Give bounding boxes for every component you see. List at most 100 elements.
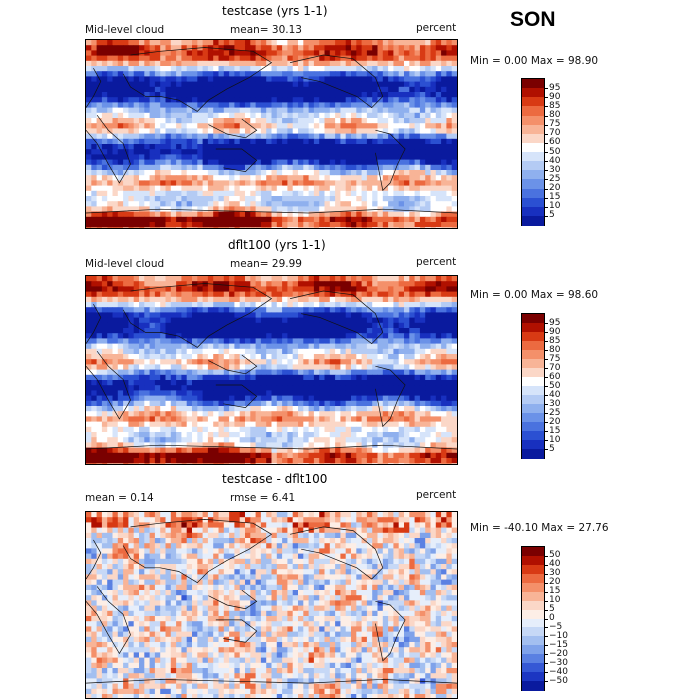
colorbar-tick [544,449,548,450]
colorbar-swatch [522,106,544,116]
colorbar-tick [544,627,548,629]
colorbar-swatch [522,188,544,199]
colorbar-swatch [522,440,544,450]
colorbar-tick-label: 5 [549,443,555,454]
colorbar-swatch [522,600,544,611]
colorbar-swatch [522,179,544,189]
colorbar-tick [544,555,548,557]
colorbar-tick [544,97,548,99]
min-max-label: Min = 0.00 Max = 98.60 [470,289,599,301]
colorbar-tick-label: −40 [549,666,568,677]
colorbar-tick [544,170,548,172]
contour-map-svg [86,276,457,464]
mean-label: mean= 30.13 [230,24,302,36]
colorbar-swatch [522,573,544,584]
colorbar-tick [544,161,548,163]
colorbar-tick [544,359,548,360]
colorbar-tick [544,422,548,423]
colorbar-tick-label: 50 [549,146,561,157]
colorbar-swatch [522,618,544,628]
colorbar-swatch [522,133,544,144]
colorbar-tick [544,672,548,674]
colorbar-swatch [522,609,544,619]
colorbar-tick [544,115,548,117]
colorbar-tick-label: 95 [549,82,561,93]
colorbar-swatch [522,161,544,171]
rmse-label: rmse = 6.41 [230,492,296,504]
colorbar-tick [544,573,548,575]
colorbar-tick-label: −50 [549,675,568,686]
colorbar-tick-label: 80 [549,110,561,120]
colorbar-tick [544,654,548,656]
colorbar-tick [544,88,548,90]
colorbar-tick [544,600,548,602]
colorbar-tick [544,591,548,593]
colorbar-tick [544,386,548,387]
colorbar-tick-label: 80 [549,344,561,355]
colorbar-swatch [522,142,544,153]
colorbar-tick [544,323,548,324]
mean-label: mean= 29.99 [230,258,302,270]
units-label: percent [416,489,457,501]
colorbar-tick [544,341,548,342]
colorbar-swatch [522,206,544,217]
colorbar-tick-label: 15 [549,192,561,203]
colorbar-swatch [522,115,544,126]
colorbar-tick-label: 40 [549,389,561,400]
min-max-label: Min = 0.00 Max = 98.90 [470,55,599,67]
colorbar-tick [544,564,548,566]
colorbar-tick [544,636,548,638]
colorbar-swatch [522,431,544,441]
colorbar-tick [544,188,548,190]
colorbar-tick [544,404,548,405]
colorbar: 50 40 30 20 15 10 5 0 −5 −10 −15 −20 −30 −40 −50 [521,546,568,691]
colorbar-tick [544,681,548,683]
colorbar-tick-label: 70 [549,128,561,139]
contour-fill [86,512,457,698]
colorbar-tick [544,582,548,584]
colorbar-tick-label: −5 [549,621,563,632]
colorbar-tick-label: 60 [549,137,561,148]
colorbar-swatch [522,627,544,637]
contour-map-svg [86,40,457,228]
colorbar-swatch [522,663,544,673]
colorbar-tick [544,609,548,611]
panel-title: testcase - dflt100 [222,472,328,486]
panel-title: testcase (yrs 1-1) [222,4,328,18]
contour-map [85,511,458,699]
contour-fill [86,276,457,464]
colorbar-tick-label: 0 [549,613,555,623]
min-max-label: Min = -40.10 Max = 27.76 [470,522,609,534]
colorbar-swatch [522,88,544,98]
colorbar-swatch [522,413,544,423]
colorbar-swatch [522,79,544,89]
colorbar-tick [544,395,548,396]
colorbar-tick-label: 50 [549,380,561,391]
colorbar-tick-label: 70 [549,362,561,373]
season-label: SON [510,8,556,31]
colorbar-tick-label: 85 [549,100,561,111]
colorbar-tick [544,413,548,414]
colorbar-tick-label: 25 [549,407,561,418]
colorbar-tick-label: 25 [549,173,561,184]
colorbar-tick-label: 20 [549,183,561,193]
colorbar-swatch [522,654,544,664]
colorbar-tick [544,197,548,199]
colorbar-tick-label: 5 [549,604,555,615]
colorbar-swatch [522,449,544,459]
colorbar-tick-label: 75 [549,119,561,130]
colorbar-swatch [522,591,544,602]
colorbar-tick [544,332,548,333]
colorbar-tick [544,645,548,647]
colorbar-tick-label: −30 [549,657,568,668]
colorbar-tick [544,350,548,351]
colorbar-swatch [522,323,544,333]
colorbar-tick-label: 90 [549,326,561,337]
colorbar-tick-label: 10 [549,201,561,212]
colorbar-swatch [522,341,544,351]
colorbar-swatch [522,215,544,226]
colorbar-tick-label: 40 [549,559,561,570]
colorbar-swatch [522,547,544,557]
colorbar-swatch [522,386,544,396]
colorbar-tick-label: 5 [549,210,555,221]
